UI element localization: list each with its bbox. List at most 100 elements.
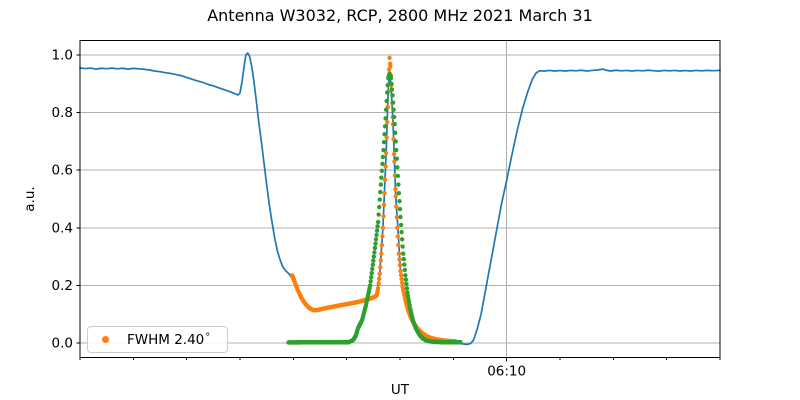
data-dot xyxy=(399,229,404,235)
data-dot xyxy=(368,279,373,284)
data-dot xyxy=(381,147,386,153)
data-dot xyxy=(378,189,383,195)
data-dot xyxy=(399,280,405,286)
data-dot xyxy=(380,234,385,239)
data-dot xyxy=(370,266,375,272)
data-dot xyxy=(377,204,382,210)
data-dot xyxy=(385,83,390,88)
y-tick-label: 0.0 xyxy=(52,336,73,352)
y-axis-label: a.u. xyxy=(22,186,38,212)
data-dot xyxy=(395,173,401,179)
data-dot xyxy=(380,225,386,230)
data-dot xyxy=(370,262,375,268)
data-dot xyxy=(399,237,405,242)
data-dot xyxy=(399,276,404,282)
data-dot xyxy=(383,116,388,121)
data-dot xyxy=(395,234,401,239)
data-dot xyxy=(373,237,379,242)
data-dot xyxy=(397,198,402,204)
data-dot xyxy=(398,214,403,220)
data-dot xyxy=(393,130,398,135)
data-dot xyxy=(371,258,376,263)
data-dot xyxy=(384,98,389,104)
data-dot xyxy=(391,114,397,120)
data-dot xyxy=(397,206,403,212)
x-axis-label: UT xyxy=(390,382,410,398)
data-dot xyxy=(403,277,409,282)
legend-marker-dot-icon xyxy=(102,336,109,343)
data-dot xyxy=(395,225,400,230)
data-dot xyxy=(374,232,379,238)
y-tick-label: 0.2 xyxy=(52,278,73,294)
data-dot xyxy=(396,251,402,256)
data-dot xyxy=(384,135,389,140)
data-dot xyxy=(382,177,388,182)
data-dot xyxy=(377,197,382,202)
data-dot xyxy=(380,154,386,160)
data-dot xyxy=(381,202,387,207)
data-dot xyxy=(394,204,399,209)
data-dot xyxy=(388,64,393,69)
data-dot xyxy=(383,107,389,112)
data-dot xyxy=(377,271,382,277)
data-dot xyxy=(373,241,378,246)
data-dot xyxy=(391,151,397,157)
data-dot xyxy=(381,214,386,219)
x-tick-label: 06:10 xyxy=(487,363,526,379)
data-dot xyxy=(404,286,410,291)
data-dot xyxy=(378,258,383,263)
data-dot xyxy=(382,191,387,196)
data-dot xyxy=(382,124,388,129)
y-tick-label: 0.6 xyxy=(52,163,73,179)
data-dot xyxy=(379,175,384,180)
data-dot xyxy=(371,254,377,259)
legend-label: FWHM 2.40° xyxy=(127,331,211,348)
series-selected-data-dots xyxy=(290,55,458,344)
data-dot xyxy=(398,268,403,274)
data-dot xyxy=(375,219,381,225)
data-dot xyxy=(367,283,373,288)
data-dot xyxy=(390,93,395,98)
series-drift-scan-line xyxy=(79,52,721,346)
data-dot xyxy=(376,281,381,286)
axes-frame xyxy=(79,39,721,358)
series-gaussian-fit-dots xyxy=(286,71,463,345)
data-dot xyxy=(391,107,396,112)
data-dot xyxy=(375,286,381,291)
data-dot xyxy=(379,242,385,248)
legend-box: FWHM 2.40° xyxy=(87,326,228,353)
data-dot xyxy=(374,228,380,233)
degree-symbol: ° xyxy=(205,332,211,344)
data-dot xyxy=(404,281,409,287)
chart-title: Antenna W3032, RCP, 2800 MHz 2021 March … xyxy=(207,6,593,25)
data-dot xyxy=(385,120,390,125)
data-dot xyxy=(381,139,387,145)
y-tick-label: 1.0 xyxy=(52,48,73,64)
data-dot xyxy=(389,87,395,92)
data-dot xyxy=(380,161,385,167)
data-dot xyxy=(392,121,397,127)
data-dot xyxy=(396,242,401,248)
y-tick-label: 0.8 xyxy=(52,105,73,121)
data-dot xyxy=(398,222,404,228)
data-dot xyxy=(369,274,374,280)
data-dot xyxy=(383,150,389,156)
data-dot xyxy=(401,251,406,256)
data-dot xyxy=(387,55,392,61)
data-dot xyxy=(388,75,394,81)
data-dot xyxy=(397,257,402,262)
data-dot xyxy=(400,244,405,249)
data-dot xyxy=(393,139,398,144)
data-dot xyxy=(394,147,399,153)
data-dot xyxy=(378,264,383,270)
data-dot xyxy=(390,100,396,105)
data-dot xyxy=(385,90,390,95)
y-tick-label: 0.4 xyxy=(52,220,73,236)
data-dot xyxy=(395,165,400,170)
data-dot xyxy=(372,245,378,251)
data-dot xyxy=(372,250,377,255)
data-dot xyxy=(397,263,403,268)
data-dot xyxy=(394,156,399,161)
